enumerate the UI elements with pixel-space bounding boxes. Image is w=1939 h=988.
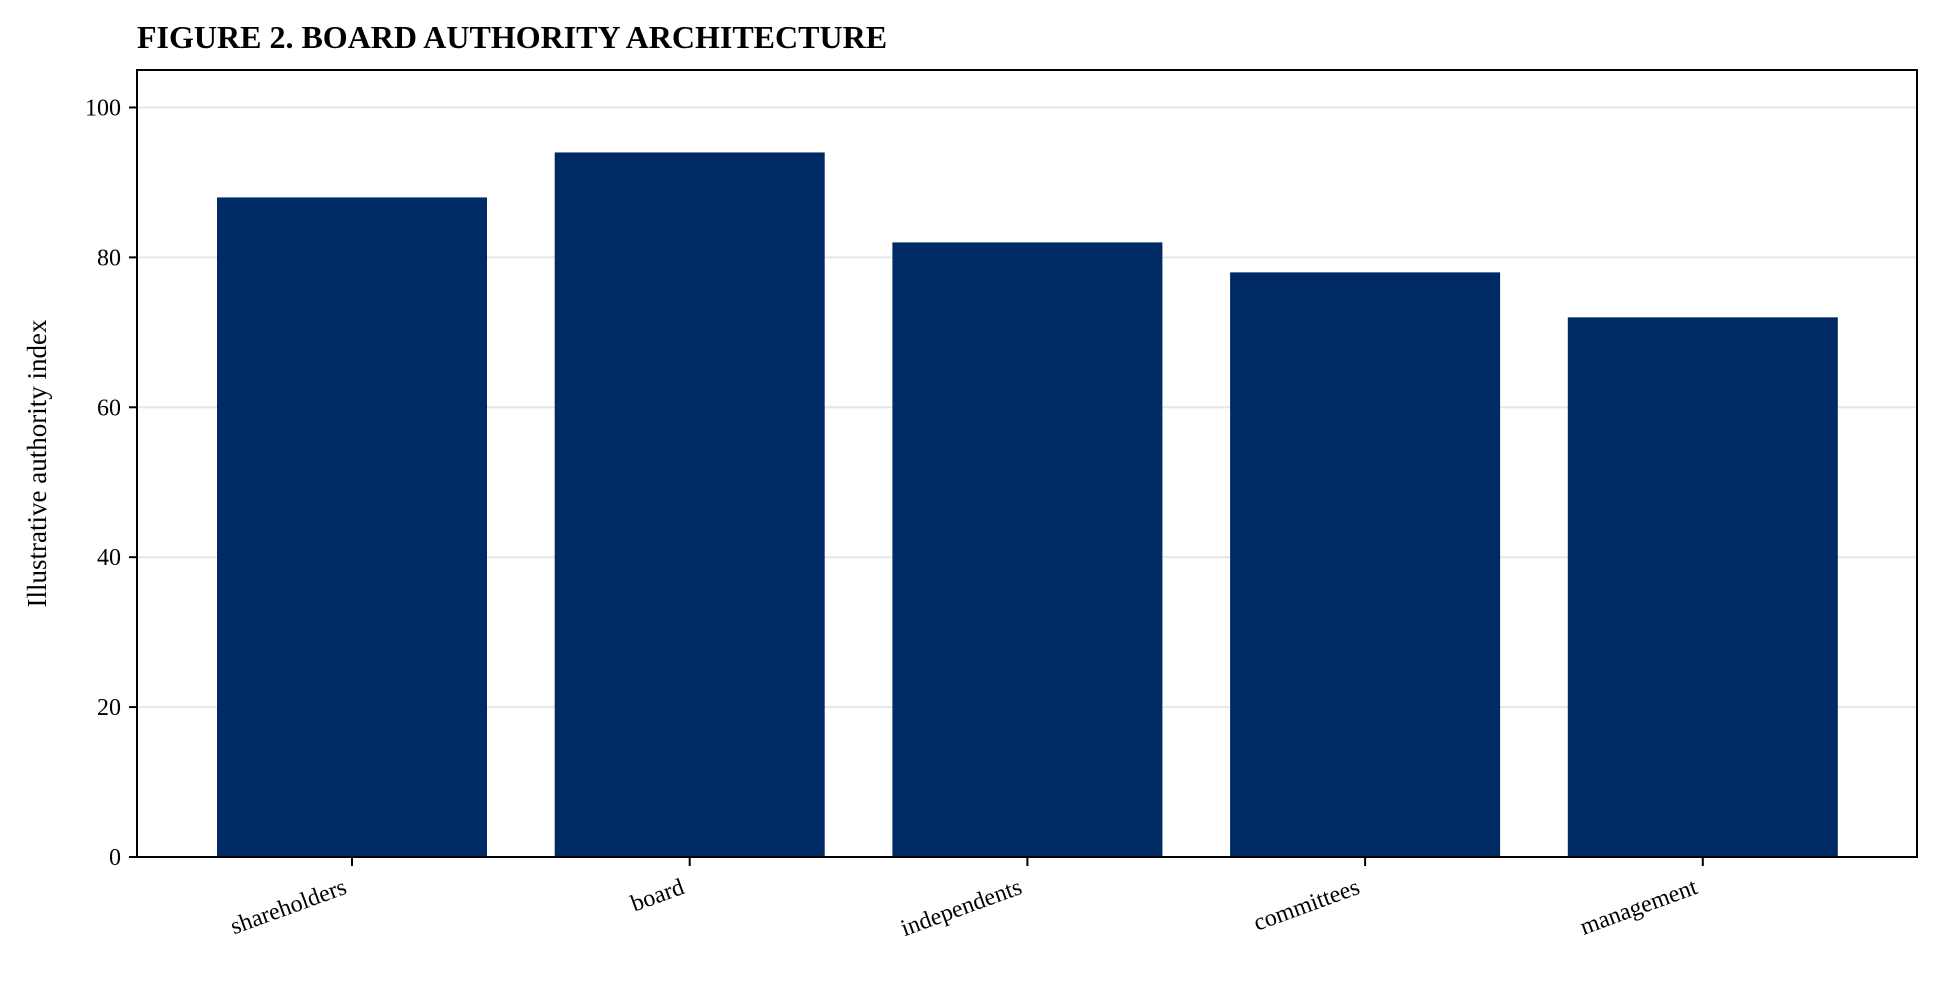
x-axis: shareholders board independents committees m… [227,857,1704,942]
x-tick-label: shareholders [227,874,350,940]
y-axis: 0 20 40 60 80 100 [85,95,137,871]
y-tick-label: 60 [97,395,121,421]
chart-title: FIGURE 2. BOARD AUTHORITY ARCHITECTURE [137,19,887,55]
x-tick-label: independents [898,874,1026,942]
x-tick-label: committees [1250,874,1363,936]
y-tick-label: 80 [97,245,121,271]
bar-committees [1230,272,1501,857]
bars [217,152,1838,857]
x-tick-label: board [627,874,687,917]
y-tick-label: 100 [85,95,121,121]
y-tick-label: 20 [97,695,121,721]
bar-shareholders [217,197,487,857]
bar-management [1567,317,1838,857]
x-tick-label: management [1577,874,1701,940]
bar-board [554,152,825,857]
y-tick-label: 0 [109,845,121,871]
y-tick-label: 40 [97,545,121,571]
bar-independents [892,242,1163,857]
y-axis-label: Illustrative authority index [22,319,52,607]
